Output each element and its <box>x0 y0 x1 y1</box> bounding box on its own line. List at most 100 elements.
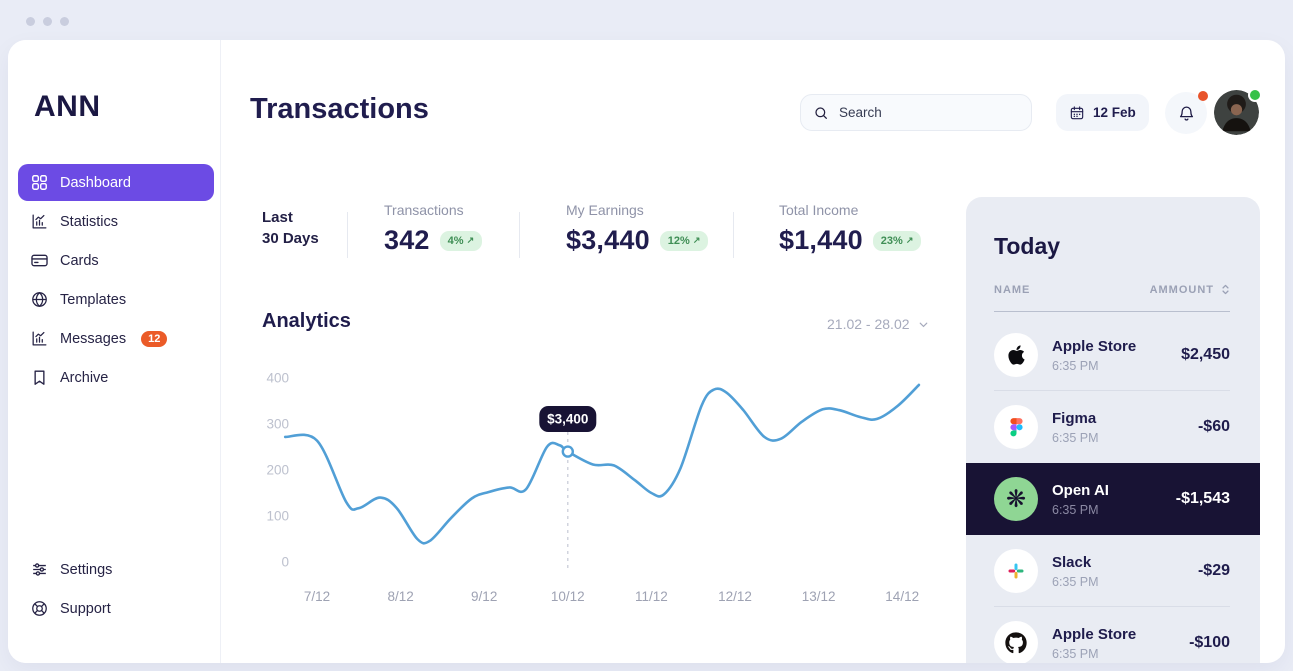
transaction-amount: -$100 <box>1189 634 1230 651</box>
x-axis-tick-label: 12/12 <box>718 589 752 604</box>
transaction-name: Slack <box>1052 553 1092 571</box>
stat-label: Transactions <box>384 202 464 218</box>
sidebar-item-templates[interactable]: Templates <box>18 281 214 318</box>
today-rows: Apple Store 6:35 PM $2,450 Figma 6:35 PM -$60… <box>966 319 1260 663</box>
credit-card-icon <box>30 251 49 270</box>
x-axis-tick-label: 8/12 <box>387 589 413 604</box>
stat-change-value: 4% <box>447 234 464 247</box>
x-axis-tick-label: 11/12 <box>635 589 668 604</box>
analytics-line-chart[interactable]: 0 100 200 300 400 7/12 8/12 9/12 10/12 11/12 12/12… <box>255 365 945 615</box>
github-icon <box>994 621 1038 663</box>
transaction-row[interactable]: Slack 6:35 PM -$29 <box>966 535 1260 607</box>
stats-period-label: Last 30 Days <box>262 209 319 247</box>
sidebar-item-support[interactable]: Support <box>18 590 214 627</box>
stat-divider <box>519 212 520 258</box>
window-control-dot[interactable] <box>43 17 52 26</box>
sidebar-item-settings[interactable]: Settings <box>18 551 214 588</box>
lifebuoy-icon <box>30 599 49 618</box>
sidebar-item-label: Statistics <box>60 213 119 230</box>
app-logo: ANN <box>34 90 101 123</box>
y-axis-tick-label: 400 <box>266 371 289 386</box>
sort-icon[interactable] <box>1219 283 1232 296</box>
stat-change-badge: 12% ↗ <box>659 230 709 251</box>
sidebar-item-statistics[interactable]: Statistics <box>18 203 214 240</box>
transaction-amount: -$60 <box>1197 418 1230 435</box>
transaction-amount: -$1,543 <box>1175 490 1230 507</box>
globe-icon <box>30 290 49 309</box>
transaction-row[interactable]: Apple Store 6:35 PM -$100 <box>966 607 1260 663</box>
apple-icon <box>994 333 1038 377</box>
today-title: Today <box>994 233 1061 259</box>
sidebar-item-label: Support <box>60 600 111 617</box>
chart-marker[interactable] <box>561 445 574 458</box>
search-icon <box>813 105 829 121</box>
window-controls <box>26 17 69 26</box>
x-axis-tick-label: 7/12 <box>304 589 330 604</box>
y-axis-tick-label: 300 <box>266 417 289 432</box>
date-range-selector[interactable]: 21.02 - 28.02 <box>821 315 936 333</box>
app-window: ANN Dashboard Statistics Cards Templates Mes… <box>8 40 1285 663</box>
figma-icon <box>994 405 1038 449</box>
transaction-time: 6:35 PM <box>1052 646 1099 661</box>
notification-dot <box>1198 91 1208 101</box>
window-control-dot[interactable] <box>26 17 35 26</box>
stat-change-value: 23% <box>880 234 903 247</box>
y-axis-tick-label: 0 <box>281 555 289 570</box>
transaction-name: Open AI <box>1052 481 1109 499</box>
openai-icon: ❋ <box>994 477 1038 521</box>
sidebar-item-label: Settings <box>60 561 113 578</box>
stat-value: $1,440 <box>779 225 863 255</box>
calendar-icon <box>1069 105 1085 121</box>
sidebar-footer-nav: Settings Support <box>18 551 214 627</box>
search-bar[interactable] <box>800 94 1032 131</box>
user-avatar[interactable] <box>1214 90 1260 135</box>
window-control-dot[interactable] <box>60 17 69 26</box>
sidebar-item-cards[interactable]: Cards <box>18 242 214 279</box>
table-header-divider <box>994 311 1230 312</box>
bell-icon <box>1177 104 1196 123</box>
sidebar-item-dashboard[interactable]: Dashboard <box>18 164 214 201</box>
transaction-time: 6:35 PM <box>1052 574 1099 589</box>
transaction-row[interactable]: Apple Store 6:35 PM $2,450 <box>966 319 1260 391</box>
stat-value: 342 <box>384 225 430 255</box>
date-range-label: 21.02 - 28.02 <box>827 316 910 332</box>
date-label: 12 Feb <box>1093 105 1136 120</box>
bookmark-icon <box>30 368 49 387</box>
transaction-row[interactable]: ❋ Open AI 6:35 PM -$1,543 <box>966 463 1260 535</box>
page-title: Transactions <box>250 93 429 125</box>
trend-up-icon: ↗ <box>466 235 475 245</box>
transaction-amount: -$29 <box>1197 562 1230 579</box>
x-axis-tick-label: 10/12 <box>551 589 585 604</box>
transaction-row[interactable]: Figma 6:35 PM -$60 <box>966 391 1260 463</box>
avatar-photo <box>1214 90 1259 135</box>
notifications-button[interactable] <box>1165 91 1208 134</box>
search-input[interactable] <box>837 104 1019 121</box>
chevron-down-icon <box>917 318 930 331</box>
stat-card-total-income: Total Income $1,440 23% ↗ <box>779 202 922 256</box>
transaction-time: 6:35 PM <box>1052 358 1099 373</box>
bar-chart-icon <box>30 329 49 348</box>
sidebar-item-messages[interactable]: Messages 12 <box>18 320 214 357</box>
sidebar-item-label: Cards <box>60 252 99 269</box>
messages-count-badge: 12 <box>141 330 168 347</box>
column-header-amount: AMMOUNT <box>1149 283 1214 296</box>
analytics-title: Analytics <box>262 310 351 332</box>
x-axis-tick-label: 9/12 <box>471 589 497 604</box>
column-header-name: NAME <box>994 283 1031 296</box>
bar-chart-icon <box>30 212 49 231</box>
stat-value: $3,440 <box>566 225 650 255</box>
trend-up-icon: ↗ <box>692 235 701 245</box>
transaction-name: Apple Store <box>1052 625 1137 643</box>
sliders-icon <box>30 560 49 579</box>
stat-card-transactions: Transactions 342 4% ↗ <box>384 202 483 256</box>
sidebar-item-archive[interactable]: Archive <box>18 359 214 396</box>
y-axis-tick-label: 200 <box>266 463 289 478</box>
x-axis-tick-label: 14/12 <box>885 589 919 604</box>
stat-divider <box>733 212 734 258</box>
stat-label: My Earnings <box>566 202 644 218</box>
sidebar-item-label: Archive <box>60 369 109 386</box>
y-axis-tick-label: 100 <box>266 509 289 524</box>
date-picker-button[interactable]: 12 Feb <box>1056 94 1149 131</box>
stat-change-badge: 4% ↗ <box>439 230 483 251</box>
